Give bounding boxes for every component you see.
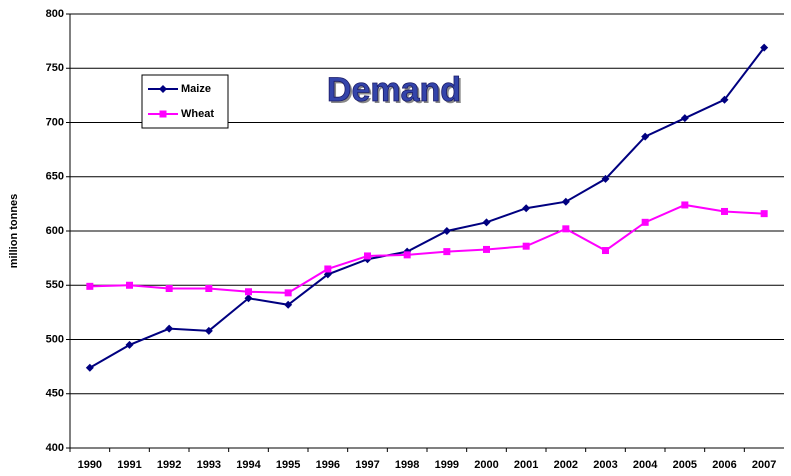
marker bbox=[522, 242, 530, 250]
x-tick-label: 1991 bbox=[117, 459, 141, 471]
x-tick-label: 1990 bbox=[78, 459, 102, 471]
series-line bbox=[89, 47, 765, 369]
x-tick-label: 1998 bbox=[395, 459, 419, 471]
x-tick-label: 2003 bbox=[593, 459, 617, 471]
x-tick-label: 1997 bbox=[355, 459, 379, 471]
x-tick-label: 2006 bbox=[712, 459, 736, 471]
chart-title-shadow: Demand bbox=[329, 73, 463, 111]
x-tick-label: 1999 bbox=[435, 459, 459, 471]
y-tick-label: 800 bbox=[46, 8, 64, 20]
marker bbox=[86, 282, 94, 290]
x-tick-label: 1995 bbox=[276, 459, 300, 471]
x-tick-label: 2007 bbox=[752, 459, 776, 471]
marker bbox=[245, 288, 252, 296]
marker bbox=[324, 265, 332, 273]
y-tick-label: 400 bbox=[46, 442, 64, 454]
marker bbox=[562, 225, 570, 233]
y-tick-label: 700 bbox=[46, 116, 64, 128]
y-axis-label: million tonnes bbox=[8, 194, 20, 269]
legend-box bbox=[141, 74, 229, 129]
x-tick-label: 2005 bbox=[673, 459, 697, 471]
x-tick-label: 1994 bbox=[236, 459, 261, 471]
chart-title: Demand bbox=[327, 71, 461, 109]
marker bbox=[205, 285, 213, 293]
marker bbox=[284, 289, 292, 297]
x-tick-label: 2001 bbox=[514, 459, 538, 471]
marker bbox=[721, 207, 728, 215]
marker bbox=[204, 326, 213, 335]
x-tick-label: 2002 bbox=[554, 459, 578, 471]
marker bbox=[681, 201, 689, 209]
marker bbox=[125, 340, 134, 349]
x-tick-label: 1996 bbox=[316, 459, 340, 471]
marker bbox=[680, 114, 689, 123]
marker bbox=[760, 210, 768, 218]
y-tick-label: 650 bbox=[46, 171, 64, 183]
marker bbox=[760, 43, 769, 52]
y-tick-label: 600 bbox=[46, 225, 64, 237]
marker bbox=[364, 252, 371, 260]
legend-label: Maize bbox=[181, 83, 211, 95]
marker bbox=[601, 174, 610, 183]
marker bbox=[403, 251, 411, 259]
marker bbox=[641, 218, 649, 226]
y-tick-label: 500 bbox=[46, 333, 64, 345]
marker bbox=[165, 324, 174, 333]
marker bbox=[641, 132, 650, 141]
x-tick-label: 1993 bbox=[197, 459, 221, 471]
x-tick-label: 1992 bbox=[157, 459, 181, 471]
marker bbox=[720, 95, 729, 104]
marker bbox=[159, 110, 167, 118]
marker bbox=[482, 218, 491, 227]
y-tick-label: 750 bbox=[46, 62, 64, 74]
marker bbox=[126, 281, 133, 289]
marker bbox=[284, 300, 293, 309]
series-line bbox=[89, 203, 765, 294]
marker bbox=[442, 227, 451, 235]
x-tick-label: 2000 bbox=[474, 459, 498, 471]
marker bbox=[602, 247, 609, 255]
y-tick-label: 450 bbox=[46, 388, 64, 400]
marker bbox=[443, 248, 451, 256]
x-tick-label: 2004 bbox=[633, 459, 658, 471]
marker bbox=[561, 197, 570, 206]
marker bbox=[85, 363, 94, 372]
legend-label: Wheat bbox=[181, 108, 214, 120]
marker bbox=[522, 204, 531, 213]
marker bbox=[483, 245, 490, 253]
marker bbox=[165, 285, 173, 293]
y-tick-label: 550 bbox=[46, 279, 64, 291]
marker bbox=[159, 85, 167, 93]
marker bbox=[244, 294, 253, 303]
